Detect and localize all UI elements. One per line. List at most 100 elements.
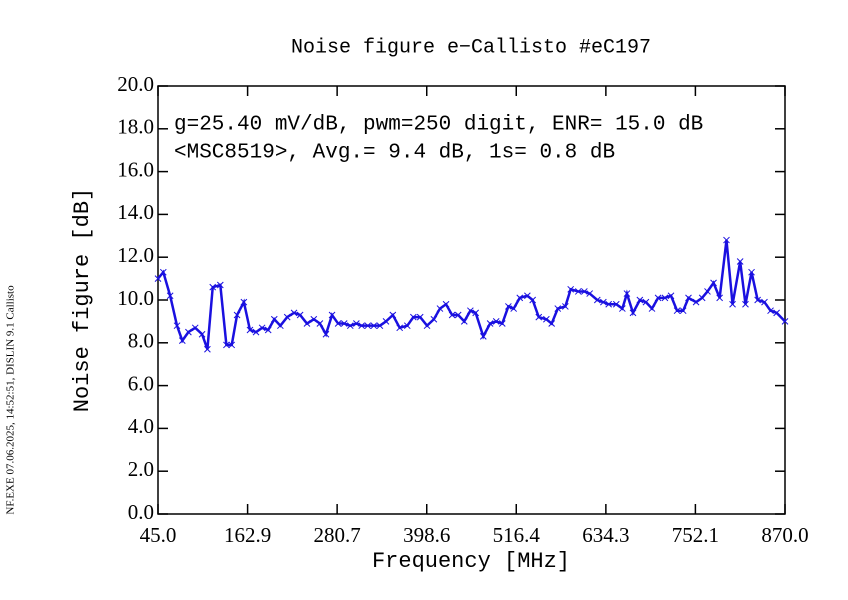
y-tick-label: 18.0 bbox=[117, 115, 154, 139]
data-point bbox=[554, 305, 562, 312]
data-point bbox=[586, 290, 594, 297]
data-point bbox=[736, 258, 744, 265]
data-point bbox=[636, 296, 644, 304]
data-point bbox=[529, 296, 537, 304]
side-note: NF.EXE 07.06.2025, 14:52:51, DISLIN 9.1 … bbox=[5, 285, 17, 515]
data-point bbox=[328, 311, 336, 319]
data-point bbox=[423, 322, 431, 330]
data-point bbox=[460, 318, 468, 325]
data-point bbox=[389, 311, 397, 319]
x-tick-label: 870.0 bbox=[761, 523, 808, 547]
data-point bbox=[340, 320, 348, 327]
data-point bbox=[159, 268, 167, 276]
data-point bbox=[498, 320, 506, 327]
data-point bbox=[629, 309, 637, 317]
data-point bbox=[486, 320, 494, 327]
y-tick-label: 8.0 bbox=[128, 329, 154, 353]
data-point bbox=[191, 324, 199, 332]
data-point bbox=[376, 322, 384, 330]
data-point bbox=[716, 294, 723, 302]
data-point bbox=[661, 294, 669, 302]
data-point bbox=[296, 311, 304, 319]
data-point bbox=[619, 305, 626, 312]
data-point bbox=[543, 315, 550, 323]
data-point bbox=[761, 298, 768, 306]
data-point bbox=[178, 337, 186, 345]
data-point bbox=[516, 294, 524, 302]
data-point bbox=[698, 294, 706, 302]
data-point bbox=[748, 268, 755, 276]
data-point bbox=[310, 315, 318, 323]
data-point bbox=[290, 309, 298, 317]
data-point bbox=[246, 326, 254, 334]
data-point bbox=[692, 298, 700, 306]
data-point bbox=[216, 281, 224, 289]
chart-title: Noise figure e−Callisto #eC197 bbox=[291, 36, 651, 59]
data-point bbox=[574, 288, 582, 295]
data-point bbox=[505, 303, 512, 310]
data-point bbox=[612, 300, 620, 308]
y-tick-label: 2.0 bbox=[128, 457, 154, 481]
data-point bbox=[303, 320, 311, 327]
data-point bbox=[316, 320, 324, 327]
data-point bbox=[742, 300, 749, 308]
data-point bbox=[723, 236, 730, 244]
data-point bbox=[704, 288, 711, 295]
data-point bbox=[358, 322, 366, 330]
data-point bbox=[436, 305, 444, 312]
y-tick-label: 12.0 bbox=[117, 243, 154, 267]
data-point bbox=[524, 292, 531, 300]
data-point bbox=[472, 309, 480, 317]
data-point bbox=[154, 275, 162, 282]
x-tick-label: 45.0 bbox=[140, 523, 177, 547]
data-point bbox=[673, 307, 681, 315]
data-point bbox=[781, 318, 789, 325]
y-tick-label: 16.0 bbox=[117, 157, 154, 181]
data-point bbox=[430, 315, 438, 323]
data-point bbox=[228, 341, 236, 349]
x-tick-label: 280.7 bbox=[314, 523, 361, 547]
data-point bbox=[209, 283, 217, 291]
data-point bbox=[370, 322, 378, 330]
data-point bbox=[252, 328, 260, 336]
data-point bbox=[166, 292, 174, 300]
annotation: g=25.40 mV/dB, pwm=250 digit, ENR= 15.0 … bbox=[174, 114, 703, 137]
data-point bbox=[322, 330, 330, 338]
x-axis-label: Frequency [MHz] bbox=[372, 549, 570, 574]
data-point bbox=[277, 322, 284, 330]
data-point bbox=[185, 328, 192, 336]
data-point bbox=[416, 313, 424, 321]
y-tick-label: 4.0 bbox=[128, 414, 154, 438]
data-point bbox=[198, 330, 206, 338]
data-point bbox=[240, 298, 248, 306]
data-point bbox=[364, 322, 372, 330]
data-point bbox=[403, 322, 411, 330]
data-point bbox=[492, 318, 500, 325]
data-point bbox=[567, 285, 575, 293]
data-point bbox=[729, 300, 736, 308]
data-point bbox=[334, 320, 342, 327]
data-point bbox=[467, 307, 474, 315]
data-point bbox=[667, 292, 675, 300]
data-point bbox=[442, 300, 450, 308]
data-point bbox=[258, 324, 266, 332]
data-point bbox=[600, 298, 607, 306]
x-tick-label: 398.6 bbox=[403, 523, 450, 547]
data-point bbox=[605, 300, 613, 308]
data-point bbox=[773, 309, 780, 317]
data-point bbox=[581, 288, 588, 295]
data-point bbox=[710, 279, 717, 287]
data-point bbox=[510, 305, 518, 312]
y-tick-label: 20.0 bbox=[117, 72, 154, 96]
data-point bbox=[548, 320, 556, 327]
data-point bbox=[346, 322, 354, 330]
data-point bbox=[562, 303, 569, 310]
data-point bbox=[454, 311, 462, 319]
data-point bbox=[410, 313, 417, 321]
data-point bbox=[535, 313, 543, 321]
data-point bbox=[204, 345, 211, 353]
data-point bbox=[448, 311, 456, 319]
y-tick-label: 14.0 bbox=[117, 200, 154, 224]
